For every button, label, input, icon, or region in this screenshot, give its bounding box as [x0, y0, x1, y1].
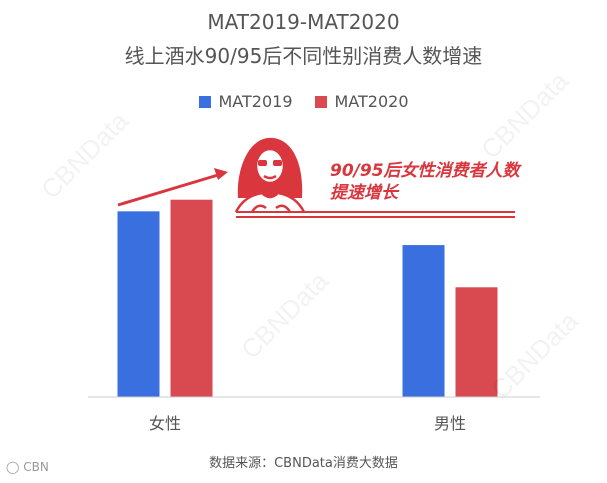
trend-arrow-line: [117, 173, 219, 207]
legend-swatch-red: [314, 95, 327, 108]
legend-item-mat2020: MAT2020: [314, 92, 409, 111]
legend-item-mat2019: MAT2019: [198, 92, 293, 111]
brand-logo: ◯ CBN: [6, 460, 49, 474]
chart-subtitle: 线上酒水90/95后不同性别消费人数增速: [124, 44, 483, 68]
bar-mat2020-male: [455, 287, 498, 397]
annotation-text: 90/95后女性消费者人数 提速增长: [330, 160, 520, 204]
annotation-line-2: 提速增长: [330, 183, 398, 203]
category-label-female: 女性: [148, 414, 182, 433]
legend: MAT2019 MAT2020: [0, 92, 607, 111]
data-source: 数据来源：CBNData消费大数据: [209, 456, 398, 471]
legend-swatch-blue: [198, 95, 211, 108]
woman-illustration-icon: [234, 137, 306, 213]
legend-label-mat2019: MAT2019: [218, 92, 293, 111]
legend-label-mat2020: MAT2020: [334, 92, 409, 111]
trend-arrow-head: [214, 168, 228, 180]
chart-title: MAT2019-MAT2020: [207, 10, 400, 34]
bar-mat2019-male: [402, 245, 445, 397]
bar-mat2020-female: [170, 199, 213, 397]
annotation-line-1: 90/95后女性消费者人数: [330, 161, 520, 181]
bars-group: [117, 199, 498, 397]
bar-mat2019-female: [117, 211, 160, 397]
category-label-male: 男性: [433, 414, 467, 433]
